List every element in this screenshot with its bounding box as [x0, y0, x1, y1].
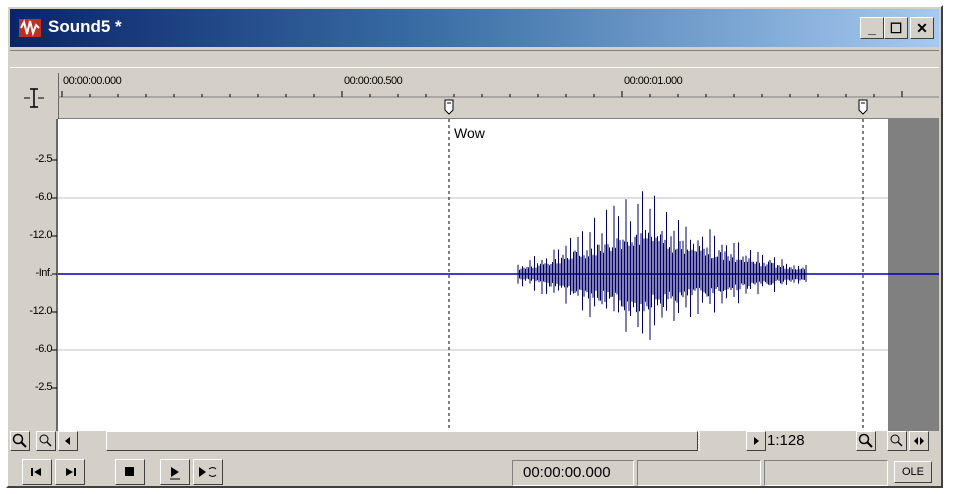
scroll-thumb[interactable]	[106, 431, 698, 451]
ruler-label-start: 00:00:00.000	[63, 75, 122, 87]
db-label: -12.0	[29, 305, 52, 317]
marker-label: Wow	[454, 125, 485, 141]
overview-strip[interactable]	[10, 50, 939, 68]
level-zoom-icon[interactable]	[887, 431, 907, 451]
end-region	[888, 119, 939, 431]
db-label: -6.0	[35, 343, 52, 355]
db-label: -Inf.	[35, 267, 53, 279]
zoom-ratio: 1:128	[767, 432, 805, 449]
window-title: Sound5 *	[48, 17, 122, 36]
title-bar[interactable]: Sound5 * _ ☐ ✕	[10, 9, 939, 47]
db-label: -6.0	[35, 191, 52, 203]
sound-forge-app-icon	[19, 19, 41, 37]
db-label: -12.0	[29, 229, 52, 241]
play-icon[interactable]	[160, 459, 190, 485]
zoom-out-icon[interactable]	[856, 431, 876, 451]
scroll-left-icon[interactable]	[58, 431, 78, 451]
position-field: 00:00:00.000	[512, 460, 634, 486]
level-ruler-icon[interactable]	[10, 73, 58, 119]
go-to-end-icon[interactable]	[55, 459, 85, 485]
ruler-label-mid: 00:00:00.500	[344, 75, 403, 87]
ruler-label-end: 00:00:01.000	[624, 75, 683, 87]
length-field	[764, 460, 888, 486]
zoom-icon[interactable]	[10, 431, 30, 451]
close-button[interactable]: ✕	[910, 17, 934, 39]
ole-button[interactable]: OLE	[894, 461, 932, 483]
stop-icon[interactable]	[115, 459, 145, 485]
db-label: -2.5	[35, 153, 52, 165]
waveform-canvas	[58, 119, 939, 431]
scroll-right-icon[interactable]	[746, 431, 766, 451]
sound-window: Sound5 * _ ☐ ✕	[6, 5, 943, 488]
time-ruler[interactable]: 00:00:00.000 00:00:00.500 00:00:01.000	[58, 73, 939, 119]
transport-bar: 00:00:00.000 OLE	[10, 455, 939, 487]
zoom-in-icon[interactable]	[36, 431, 56, 451]
ruler-ticks	[58, 73, 939, 119]
db-label: -2.5	[35, 381, 52, 393]
maximize-button[interactable]: ☐	[884, 17, 908, 39]
waveform-view[interactable]: Wow	[58, 119, 939, 431]
go-to-start-icon[interactable]	[22, 459, 52, 485]
level-scroll-icon[interactable]	[909, 431, 929, 451]
waveform-path	[517, 191, 807, 340]
marker-icon[interactable]	[444, 99, 454, 115]
selection-field	[637, 460, 761, 486]
ruler-corner	[10, 73, 58, 119]
end-marker-icon[interactable]	[858, 99, 868, 115]
minimize-button[interactable]: _	[860, 17, 884, 39]
scroll-row: 1:128	[10, 431, 939, 451]
db-scale: -2.5 -6.0 -12.0 -Inf. -12.0 -6.0 -2.5	[10, 119, 58, 431]
play-all-icon[interactable]	[193, 459, 223, 485]
